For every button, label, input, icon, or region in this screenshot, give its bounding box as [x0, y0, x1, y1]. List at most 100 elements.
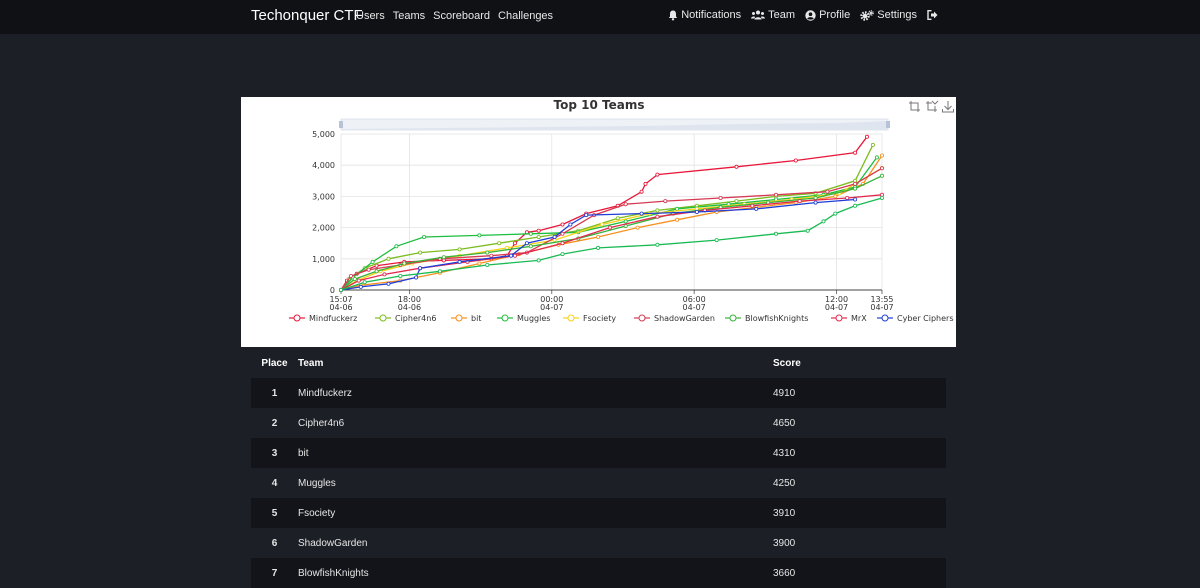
- data-point[interactable]: [880, 173, 885, 178]
- data-point[interactable]: [853, 186, 858, 191]
- data-point[interactable]: [394, 244, 399, 249]
- data-point[interactable]: [386, 281, 391, 286]
- data-point[interactable]: [805, 228, 810, 233]
- data-point[interactable]: [339, 287, 344, 292]
- data-point[interactable]: [754, 206, 759, 211]
- data-point[interactable]: [734, 164, 739, 169]
- data-point[interactable]: [833, 211, 838, 216]
- legend-item[interactable]: BlowfishKnights: [725, 314, 808, 323]
- data-point[interactable]: [865, 134, 870, 139]
- nav-scoreboard[interactable]: Scoreboard: [433, 10, 491, 22]
- data-point[interactable]: [398, 273, 403, 278]
- data-point[interactable]: [512, 241, 517, 246]
- legend-item[interactable]: ShadowGarden: [634, 314, 715, 323]
- data-point[interactable]: [524, 241, 529, 246]
- data-point[interactable]: [639, 211, 644, 216]
- data-point[interactable]: [457, 259, 462, 264]
- data-point[interactable]: [853, 181, 858, 186]
- data-point[interactable]: [536, 228, 541, 233]
- data-point[interactable]: [497, 241, 502, 246]
- data-point[interactable]: [694, 210, 699, 215]
- data-point[interactable]: [853, 150, 858, 155]
- data-point[interactable]: [418, 266, 423, 271]
- data-point[interactable]: [382, 272, 387, 277]
- nav-team[interactable]: Team: [751, 9, 795, 21]
- data-point[interactable]: [599, 222, 604, 227]
- data-point[interactable]: [477, 233, 482, 238]
- data-point[interactable]: [714, 238, 719, 243]
- data-point[interactable]: [568, 222, 573, 227]
- data-point[interactable]: [485, 262, 490, 267]
- data-point[interactable]: [718, 196, 723, 201]
- nav-logout[interactable]: [927, 10, 941, 20]
- nav-notifications[interactable]: Notifications: [668, 9, 741, 21]
- data-point[interactable]: [362, 280, 367, 285]
- data-point[interactable]: [853, 197, 858, 202]
- data-point[interactable]: [402, 261, 407, 266]
- data-point[interactable]: [880, 192, 885, 197]
- legend-item[interactable]: Cyber Ciphers: [877, 314, 954, 323]
- row-team-link[interactable]: Fsociety: [298, 507, 336, 519]
- data-point[interactable]: [663, 199, 668, 204]
- legend-item[interactable]: Mindfuckerz: [289, 314, 357, 323]
- data-point[interactable]: [635, 225, 640, 230]
- data-point[interactable]: [418, 250, 423, 255]
- row-team-link[interactable]: Mindfuckerz: [298, 387, 352, 399]
- data-point[interactable]: [623, 202, 628, 207]
- data-point[interactable]: [655, 172, 660, 177]
- data-point[interactable]: [615, 216, 620, 221]
- data-point[interactable]: [485, 250, 490, 255]
- data-point[interactable]: [655, 208, 660, 213]
- legend-item[interactable]: Cipher4n6: [375, 314, 436, 323]
- nav-teams[interactable]: Teams: [392, 10, 426, 22]
- data-point[interactable]: [374, 269, 379, 274]
- data-point[interactable]: [414, 275, 419, 280]
- data-point[interactable]: [639, 189, 644, 194]
- data-point[interactable]: [825, 189, 830, 194]
- data-point[interactable]: [607, 225, 612, 230]
- data-point[interactable]: [596, 234, 601, 239]
- row-team-link[interactable]: ShadowGarden: [298, 537, 368, 549]
- data-point[interactable]: [675, 206, 680, 211]
- data-point[interactable]: [596, 245, 601, 250]
- data-point[interactable]: [370, 259, 375, 264]
- data-point[interactable]: [655, 214, 660, 219]
- data-point[interactable]: [536, 234, 541, 239]
- data-point[interactable]: [813, 196, 818, 201]
- row-team-link[interactable]: Cipher4n6: [298, 417, 345, 429]
- data-point[interactable]: [366, 267, 371, 272]
- data-point[interactable]: [358, 284, 363, 289]
- data-point[interactable]: [734, 199, 739, 204]
- legend-item[interactable]: bit: [451, 314, 481, 323]
- data-point[interactable]: [477, 261, 482, 266]
- data-point[interactable]: [421, 234, 426, 239]
- data-point[interactable]: [528, 231, 533, 236]
- data-point[interactable]: [870, 142, 875, 147]
- nav-challenges[interactable]: Challenges: [498, 10, 554, 22]
- data-point[interactable]: [774, 192, 779, 197]
- data-point[interactable]: [560, 222, 565, 227]
- data-point[interactable]: [552, 234, 557, 239]
- data-point[interactable]: [560, 241, 565, 246]
- row-team-link[interactable]: Muggles: [298, 477, 336, 489]
- nav-profile[interactable]: Profile: [805, 9, 850, 21]
- data-point[interactable]: [356, 278, 361, 283]
- data-point[interactable]: [352, 277, 357, 282]
- nav-users[interactable]: Users: [356, 10, 385, 22]
- download-icon[interactable]: [942, 101, 954, 113]
- data-point[interactable]: [441, 255, 446, 260]
- data-point[interactable]: [675, 217, 680, 222]
- data-point[interactable]: [623, 219, 628, 224]
- data-point[interactable]: [560, 252, 565, 257]
- row-team-link[interactable]: BlowfishKnights: [298, 567, 369, 579]
- nav-settings[interactable]: Settings: [860, 9, 917, 21]
- data-point[interactable]: [853, 203, 858, 208]
- data-point[interactable]: [536, 258, 541, 263]
- legend-item[interactable]: Muggles: [497, 314, 550, 323]
- data-point[interactable]: [813, 200, 818, 205]
- data-zoom-slider[interactable]: [339, 118, 890, 131]
- data-point[interactable]: [774, 231, 779, 236]
- row-team-link[interactable]: bit: [298, 447, 309, 459]
- data-point[interactable]: [797, 199, 802, 204]
- data-point[interactable]: [821, 219, 826, 224]
